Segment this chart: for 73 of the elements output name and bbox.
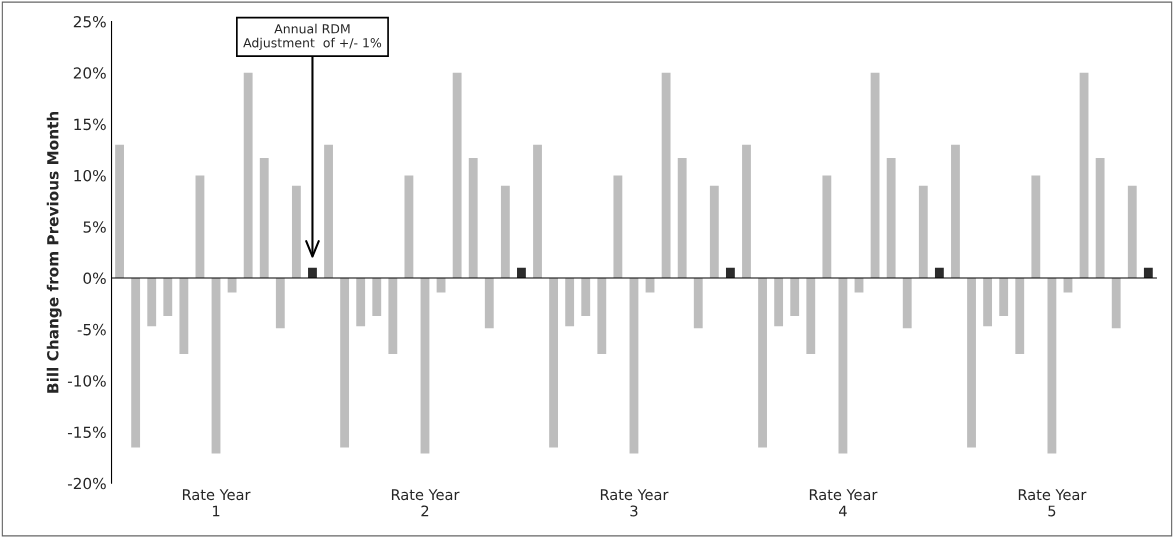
bar xyxy=(291,185,301,279)
bar xyxy=(983,278,993,327)
bar xyxy=(1095,157,1105,279)
y-tick-label: 20% xyxy=(73,67,106,79)
bar xyxy=(549,278,559,448)
y-tick-label: -5% xyxy=(77,323,106,336)
x-tick-label: Rate Year 5 xyxy=(1018,489,1087,517)
bar xyxy=(147,278,157,327)
bar xyxy=(709,185,719,279)
bar xyxy=(806,278,816,354)
y-tick-label: -15% xyxy=(67,426,106,439)
bar xyxy=(774,278,784,327)
bar xyxy=(195,175,205,279)
x-tick-label: Rate Year 1 xyxy=(182,489,251,517)
bar xyxy=(356,278,366,327)
x-tick-label: Rate Year 3 xyxy=(600,489,669,517)
y-tick-label: -20% xyxy=(67,477,106,490)
annotation: Annual RDM Adjustment of +/- 1% xyxy=(243,23,382,50)
bar xyxy=(597,278,607,354)
bar xyxy=(1031,175,1041,279)
bar xyxy=(951,144,960,279)
bar xyxy=(115,144,124,279)
bar xyxy=(838,278,848,454)
bar xyxy=(163,278,173,317)
bar xyxy=(790,278,800,317)
bar xyxy=(324,144,333,279)
y-tick-label: 15% xyxy=(74,118,106,131)
bar xyxy=(822,175,832,279)
bar xyxy=(581,278,591,317)
bar xyxy=(902,278,912,329)
bar xyxy=(886,157,896,279)
bar xyxy=(967,278,976,448)
bar xyxy=(1015,278,1025,354)
bar xyxy=(999,278,1009,317)
bar xyxy=(243,72,253,279)
bar xyxy=(918,185,928,279)
bar xyxy=(259,157,269,279)
bar xyxy=(404,175,414,279)
bar xyxy=(565,278,575,327)
y-tick-label: 5% xyxy=(83,221,106,233)
y-tick-label: -10% xyxy=(67,375,106,387)
bar xyxy=(870,72,880,279)
y-tick-label: 10% xyxy=(74,169,106,182)
bar xyxy=(613,175,623,279)
x-tick-label: Rate Year 4 xyxy=(809,489,878,517)
bar xyxy=(500,185,510,279)
x-tick-label: Rate Year 2 xyxy=(391,489,460,517)
bar xyxy=(629,278,639,454)
y-axis-title: Bill Change from Previous Month xyxy=(46,111,62,393)
bar xyxy=(131,278,141,448)
bar xyxy=(372,278,382,317)
bar xyxy=(693,278,703,329)
bar xyxy=(1127,185,1137,279)
y-tick-label: 25% xyxy=(73,15,106,28)
bar xyxy=(661,72,671,279)
bar xyxy=(420,278,430,454)
bar xyxy=(533,144,542,279)
bar xyxy=(227,278,237,293)
y-tick-label: 0% xyxy=(83,272,106,285)
bar xyxy=(484,278,494,329)
bar xyxy=(1111,278,1121,329)
bar xyxy=(677,157,687,279)
bar xyxy=(742,144,751,279)
bar xyxy=(1079,72,1089,279)
bar xyxy=(468,157,478,279)
bar xyxy=(340,278,350,448)
bar xyxy=(211,278,221,454)
bar xyxy=(1047,278,1057,454)
bar xyxy=(758,278,767,448)
bar xyxy=(275,278,285,329)
bar xyxy=(179,278,189,354)
bar xyxy=(388,278,398,354)
bar xyxy=(452,72,462,279)
